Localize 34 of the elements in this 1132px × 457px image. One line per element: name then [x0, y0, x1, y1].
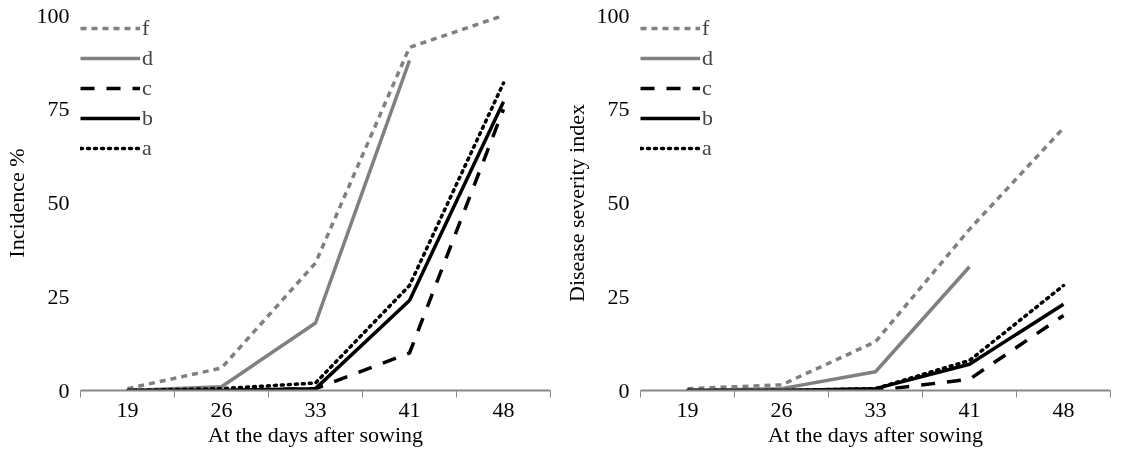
x-tick-label: 19: [116, 396, 139, 422]
legend-label: b: [142, 105, 154, 131]
x-tick-label: 26: [210, 396, 233, 422]
x-tick-label: 26: [770, 396, 793, 422]
y-axis-title: Disease severity index: [563, 104, 589, 302]
legend-label: c: [702, 75, 713, 101]
y-tick-label: 0: [618, 377, 630, 403]
y-tick-label: 25: [47, 283, 70, 309]
x-tick-label: 33: [864, 396, 887, 422]
y-axis-title: Incidence %: [3, 148, 29, 258]
y-tick-label: 100: [36, 2, 70, 28]
legend-label: a: [702, 135, 713, 161]
y-tick-label: 75: [607, 96, 630, 122]
legend-label: d: [702, 45, 714, 71]
legend-label: f: [142, 15, 151, 41]
x-axis-title: At the days after sowing: [767, 421, 984, 447]
y-tick-label: 100: [596, 2, 630, 28]
y-tick-label: 50: [47, 190, 70, 215]
y-tick-label: 75: [47, 96, 70, 122]
legend-label: a: [142, 135, 153, 161]
y-tick-label: 0: [58, 377, 70, 403]
y-tick-label: 50: [607, 190, 630, 215]
legend-label: f: [702, 15, 711, 41]
legend-label: c: [142, 75, 153, 101]
x-tick-label: 41: [958, 396, 981, 422]
x-tick-label: 48: [492, 396, 515, 422]
legend-label: b: [702, 105, 714, 131]
y-tick-label: 25: [607, 283, 630, 309]
x-tick-label: 48: [1052, 396, 1075, 422]
legend-label: d: [142, 45, 154, 71]
x-tick-label: 19: [676, 396, 699, 422]
x-tick-label: 33: [304, 396, 327, 422]
x-axis-title: At the days after sowing: [207, 421, 424, 447]
x-tick-label: 41: [398, 396, 421, 422]
